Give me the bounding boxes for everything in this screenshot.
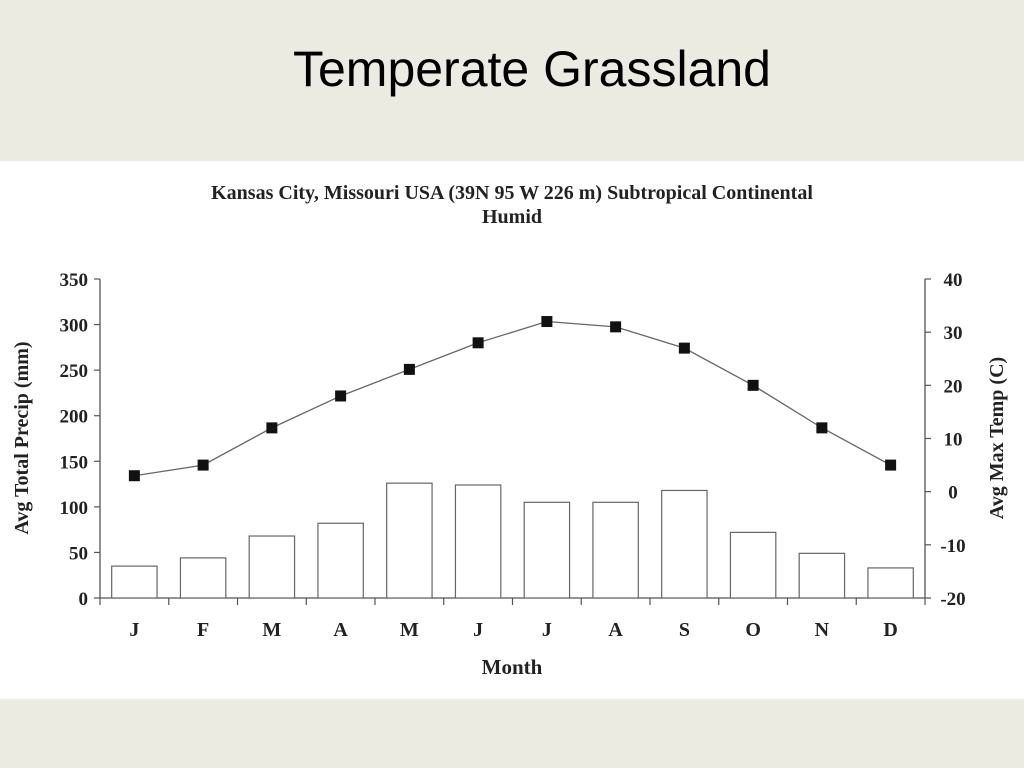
temp-point-marker xyxy=(197,459,209,471)
temp-line xyxy=(134,320,891,477)
temp-point-marker xyxy=(403,363,415,375)
precip-bar xyxy=(454,484,502,599)
right-axis-tick-label: -20 xyxy=(940,589,965,610)
right-axis-label: Avg Max Temp (C) xyxy=(986,357,1008,519)
right-axis-tick-label: 30 xyxy=(944,323,963,344)
x-axis-tick-label: A xyxy=(608,619,623,641)
precip-bars xyxy=(111,482,914,599)
x-axis-tick-label: S xyxy=(679,619,690,641)
right-axis-tick-label: -10 xyxy=(940,536,965,557)
chart-panel: Kansas City, Missouri USA (39N 95 W 226 … xyxy=(0,161,1024,699)
climate-chart: Kansas City, Missouri USA (39N 95 W 226 … xyxy=(11,182,1008,679)
x-axis-tick-label: F xyxy=(197,619,209,641)
precip-bar xyxy=(592,501,639,599)
x-axis-tick-label: M xyxy=(400,619,419,641)
slide-title: Temperate Grassland xyxy=(292,41,771,97)
precip-bar xyxy=(386,482,433,599)
temp-point-marker xyxy=(610,321,622,333)
left-axis-label: Avg Total Precip (mm) xyxy=(11,341,33,534)
x-axis-tick-label: O xyxy=(745,619,761,641)
left-axis-tick-label: 100 xyxy=(60,498,89,519)
left-axis-tick-label: 50 xyxy=(69,543,88,564)
right-axis-tick-label: 20 xyxy=(944,376,963,397)
temp-point-marker xyxy=(266,422,278,434)
left-axis-tick-label: 350 xyxy=(60,270,89,291)
left-axis-tick-label: 0 xyxy=(79,589,89,610)
temp-point-marker xyxy=(541,316,553,328)
temp-point-marker xyxy=(747,379,759,391)
temp-point-marker xyxy=(678,342,690,354)
x-axis-tick-label: A xyxy=(333,619,348,641)
temp-point-marker xyxy=(335,390,347,402)
precip-bar xyxy=(523,501,571,599)
precip-bar xyxy=(867,567,914,599)
precip-bar xyxy=(111,565,158,599)
precip-bar xyxy=(248,535,296,599)
x-axis-tick-label: J xyxy=(542,619,552,641)
temp-point-marker xyxy=(128,470,140,482)
temp-point-marker xyxy=(816,422,828,434)
precip-bar xyxy=(729,531,777,599)
left-axis-tick-label: 300 xyxy=(60,316,89,337)
temp-line-series xyxy=(128,316,897,482)
precip-bar xyxy=(661,489,708,599)
temp-point-marker xyxy=(885,459,897,471)
x-axis-tick-label: J xyxy=(473,619,483,641)
axis-ticks: 0 50 100 150 200 250 300 350 -20 -10 0 10 20 30 40 J F M A… xyxy=(60,270,966,641)
x-axis-tick-label: J xyxy=(129,619,139,641)
precip-bar xyxy=(798,552,846,599)
x-axis-tick-label: M xyxy=(262,619,281,641)
chart-title-line2: Humid xyxy=(482,206,542,228)
right-axis-tick-label: 10 xyxy=(944,430,963,451)
right-axis-tick-label: 40 xyxy=(944,270,963,291)
precip-bar xyxy=(179,557,227,599)
left-axis-tick-label: 150 xyxy=(60,452,89,473)
left-axis-tick-label: 200 xyxy=(60,407,89,428)
right-axis-tick-label: 0 xyxy=(948,483,958,504)
precip-bar xyxy=(317,522,364,599)
x-axis-label: Month xyxy=(482,655,543,679)
left-axis-tick-label: 250 xyxy=(60,361,89,382)
temp-point-marker xyxy=(472,337,484,349)
x-axis-tick-label: D xyxy=(883,619,897,641)
chart-title: Kansas City, Missouri USA (39N 95 W 226 … xyxy=(211,182,813,204)
x-axis-tick-label: N xyxy=(815,619,830,641)
